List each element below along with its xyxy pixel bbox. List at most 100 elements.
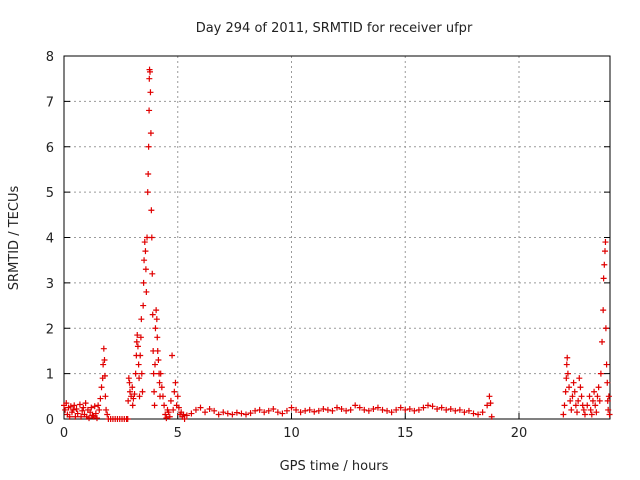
data-point [592,402,599,409]
y-tick-label: 1 [46,368,54,383]
data-point [79,407,86,414]
data-point [597,370,604,377]
data-point [352,402,359,409]
x-tick-label: 5 [174,426,182,441]
data-point [93,415,100,422]
data-point [297,409,304,416]
data-point [238,410,245,417]
data-point [397,404,404,411]
y-tick-label: 0 [46,413,54,428]
data-point [347,406,354,413]
data-point [604,397,611,404]
data-point [447,406,454,413]
y-axis-ticks: 0 1 2 3 4 5 6 7 8 [46,50,610,428]
data-point [564,370,571,377]
data-point [603,361,610,368]
data-point [370,406,377,413]
data-point [599,338,606,345]
data-point [70,406,77,413]
data-point [67,403,74,410]
data-point [600,307,607,314]
data-point [324,406,331,413]
data-point [152,325,159,332]
data-point [402,406,409,413]
data-point [97,395,104,402]
data-point [171,388,178,395]
x-tick-label: 0 [60,426,68,441]
data-point [443,406,450,413]
data-point [479,409,486,416]
data-point [311,408,318,415]
data-point [233,409,240,416]
data-point [163,415,170,422]
data-point [153,307,160,314]
data-point [162,411,169,418]
data-point [158,384,165,391]
data-point [125,375,132,382]
data-point [211,407,218,414]
data-point [141,257,148,264]
data-point [420,404,427,411]
y-tick-label: 8 [46,50,54,65]
grid-lines [64,56,610,419]
data-point [606,411,613,418]
data-point [356,404,363,411]
data-point [594,393,601,400]
data-point [388,409,395,416]
x-tick-label: 15 [397,426,414,441]
data-point [140,279,147,286]
data-point [584,402,591,409]
data-point [425,402,431,409]
data-point [329,407,336,414]
data-point [215,411,222,418]
data-point [567,397,574,404]
data-point [320,406,327,413]
data-point [229,411,236,418]
data-point [181,416,188,422]
data-point [604,379,611,386]
data-point [159,393,166,400]
data-point [576,375,583,382]
data-point [62,406,69,413]
data-point [129,384,136,391]
data-point [197,404,204,411]
data-point [429,403,436,410]
data-point [411,407,418,414]
data-point [338,406,345,413]
data-point [132,370,139,377]
data-point [102,393,109,400]
data-point [475,411,482,418]
data-point [71,402,78,409]
data-point [563,361,570,368]
data-point [151,388,158,395]
data-point [74,410,81,417]
data-point [90,413,97,420]
data-point [192,406,199,413]
data-point [596,397,603,404]
data-point [288,404,295,411]
data-point [135,361,142,368]
data-point [129,402,136,409]
data-point [361,406,368,413]
data-point [486,393,493,400]
data-point [188,410,195,417]
data-point [142,266,149,273]
data-point [147,130,154,137]
data-point [220,409,227,416]
data-point [487,400,494,407]
data-point [570,379,577,386]
data-point [206,406,213,413]
data-point [146,107,153,114]
data-point [130,395,137,402]
data-points [61,66,613,422]
data-point [588,411,595,418]
data-point [415,406,422,413]
data-point [137,334,144,341]
data-point [140,302,147,309]
y-tick-label: 7 [46,95,54,110]
data-point [456,406,463,413]
data-point [566,384,573,391]
x-axis-label: GPS time / hours [280,459,389,474]
x-axis-ticks: 0 5 10 15 20 [60,413,527,441]
